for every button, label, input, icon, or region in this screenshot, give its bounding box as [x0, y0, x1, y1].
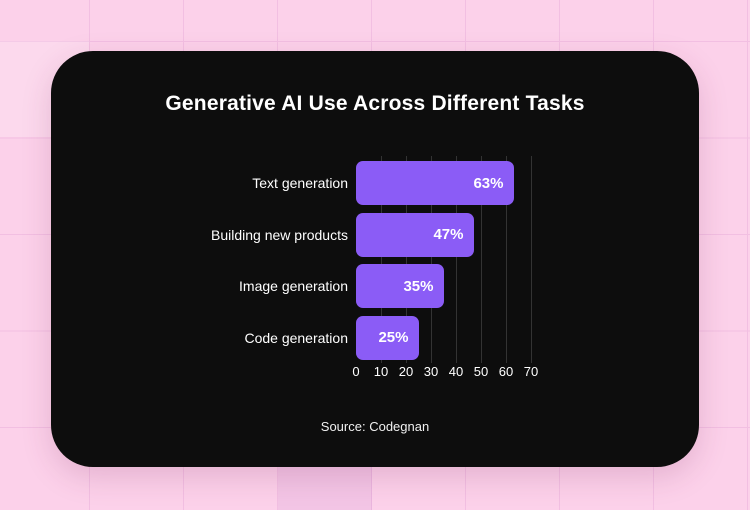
- x-tick-label: 70: [523, 364, 539, 379]
- x-tick-label: 20: [398, 364, 414, 379]
- gridline: [381, 156, 382, 363]
- x-tick-label: 30: [423, 364, 439, 379]
- source-caption: Source: Codegnan: [320, 419, 430, 434]
- bar: 35%: [356, 264, 444, 308]
- bar: 25%: [356, 315, 419, 360]
- gridline: [506, 156, 507, 363]
- bar-chart-plot: 63% 47% 35% 25%: [356, 156, 534, 363]
- chart-card: Generative AI Use Across Different Tasks…: [51, 51, 699, 467]
- gridline: [456, 156, 457, 363]
- gridline: [431, 156, 432, 363]
- gridline: [531, 156, 532, 363]
- x-tick-label: 0: [352, 364, 360, 379]
- category-label: Image generation: [239, 278, 348, 294]
- bar: 47%: [356, 212, 474, 257]
- x-tick-label: 50: [473, 364, 489, 379]
- bar-value-label: 47%: [433, 226, 464, 243]
- x-tick-label: 10: [373, 364, 389, 379]
- chart-title: Generative AI Use Across Different Tasks: [165, 92, 585, 115]
- category-label: Code generation: [244, 329, 348, 346]
- x-tick-label: 60: [498, 364, 514, 379]
- bar-value-label: 63%: [473, 174, 504, 192]
- gridline: [481, 156, 482, 363]
- category-label: Building new products: [211, 226, 348, 243]
- bar-value-label: 25%: [378, 329, 409, 346]
- gridline: [406, 156, 407, 363]
- bar: 63%: [356, 161, 514, 205]
- bar-value-label: 35%: [403, 277, 434, 295]
- x-axis: 0 10 20 30 40 50 60 70: [352, 364, 538, 380]
- category-label: Text generation: [252, 175, 348, 191]
- x-tick-label: 40: [448, 364, 464, 379]
- category-axis: Text generation Building new products Imag…: [51, 156, 348, 363]
